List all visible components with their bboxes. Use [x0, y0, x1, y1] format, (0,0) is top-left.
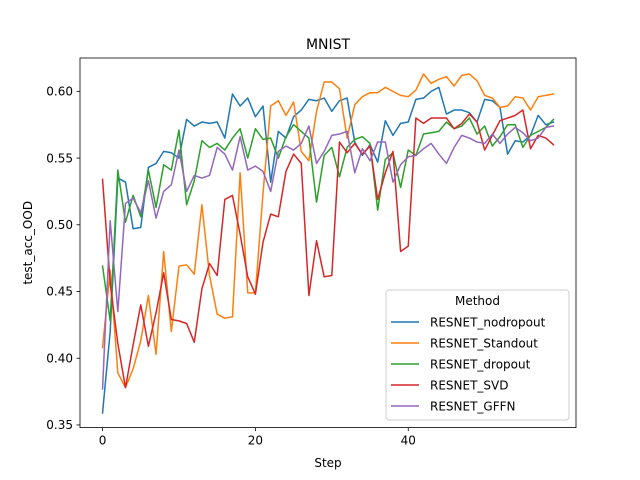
legend-item: RESNET_dropout: [391, 357, 531, 371]
legend-label: RESNET_Standout: [430, 336, 538, 350]
series-line-resnet-gffn: [101, 125, 555, 390]
legend: Method RESNET_nodropoutRESNET_StandoutRE…: [385, 289, 570, 421]
legend-box: [385, 289, 570, 421]
y-axis: 0.35 0.40 0.45 0.50 0.55 0.60: [46, 85, 80, 432]
series-line-resnet-dropout: [101, 117, 555, 322]
chart-title: MNIST: [306, 37, 351, 53]
series-line-resnet-svd: [101, 109, 555, 389]
series-line-resnet-standout: [101, 73, 555, 389]
legend-item: RESNET_GFFN: [391, 399, 516, 413]
x-tick-label: 40: [401, 434, 416, 448]
x-tick-label: 0: [99, 434, 107, 448]
y-tick-label: 0.40: [46, 351, 73, 365]
legend-items: RESNET_nodropout RESNET_Standout RESNET_dr…: [391, 315, 546, 413]
y-tick-label: 0.50: [46, 218, 73, 232]
y-tick-label: 0.45: [46, 285, 73, 299]
legend-label: RESNET_GFFN: [430, 399, 516, 413]
x-axis-label: Step: [314, 456, 341, 470]
x-tick-label: 20: [248, 434, 263, 448]
series-layer: [101, 73, 555, 414]
y-tick-label: 0.35: [46, 418, 73, 432]
y-axis-label: test_acc_OOD: [21, 201, 35, 285]
legend-label: RESNET_SVD: [430, 378, 509, 392]
legend-item: RESNET_nodropout: [391, 315, 546, 329]
y-tick-label: 0.60: [46, 85, 73, 99]
legend-label: RESNET_dropout: [430, 357, 531, 371]
legend-item: RESNET_SVD: [391, 378, 509, 392]
x-axis: 0 20 40: [99, 427, 416, 448]
legend-item: RESNET_Standout: [391, 336, 538, 350]
plot-frame: [79, 57, 577, 429]
legend-title: Method: [455, 294, 500, 308]
legend-label: RESNET_nodropout: [430, 315, 546, 329]
y-tick-label: 0.55: [46, 151, 73, 165]
